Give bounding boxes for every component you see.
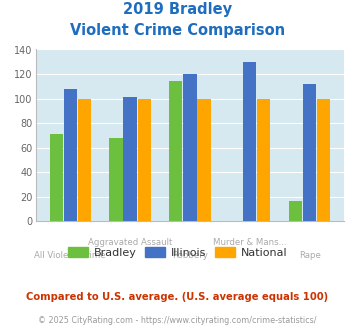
Bar: [289, 202, 302, 221]
Text: 2019 Bradley: 2019 Bradley: [123, 2, 232, 16]
Bar: [257, 99, 271, 221]
Text: © 2025 CityRating.com - https://www.cityrating.com/crime-statistics/: © 2025 CityRating.com - https://www.city…: [38, 316, 317, 325]
Text: All Violent Crime: All Violent Crime: [34, 251, 106, 260]
Bar: [303, 84, 316, 221]
Bar: [64, 89, 77, 221]
Text: Rape: Rape: [299, 251, 321, 260]
Bar: [183, 74, 197, 221]
Bar: [197, 99, 211, 221]
Bar: [137, 99, 151, 221]
Bar: [169, 82, 182, 221]
Bar: [243, 62, 256, 221]
Text: Compared to U.S. average. (U.S. average equals 100): Compared to U.S. average. (U.S. average …: [26, 292, 329, 302]
Text: Aggravated Assault: Aggravated Assault: [88, 238, 172, 247]
Legend: Bradley, Illinois, National: Bradley, Illinois, National: [66, 245, 289, 260]
Bar: [50, 134, 63, 221]
Text: Murder & Mans...: Murder & Mans...: [213, 238, 286, 247]
Bar: [124, 97, 137, 221]
Text: Violent Crime Comparison: Violent Crime Comparison: [70, 23, 285, 38]
Bar: [78, 99, 91, 221]
Bar: [109, 138, 122, 221]
Bar: [317, 99, 330, 221]
Text: Robbery: Robbery: [172, 251, 208, 260]
